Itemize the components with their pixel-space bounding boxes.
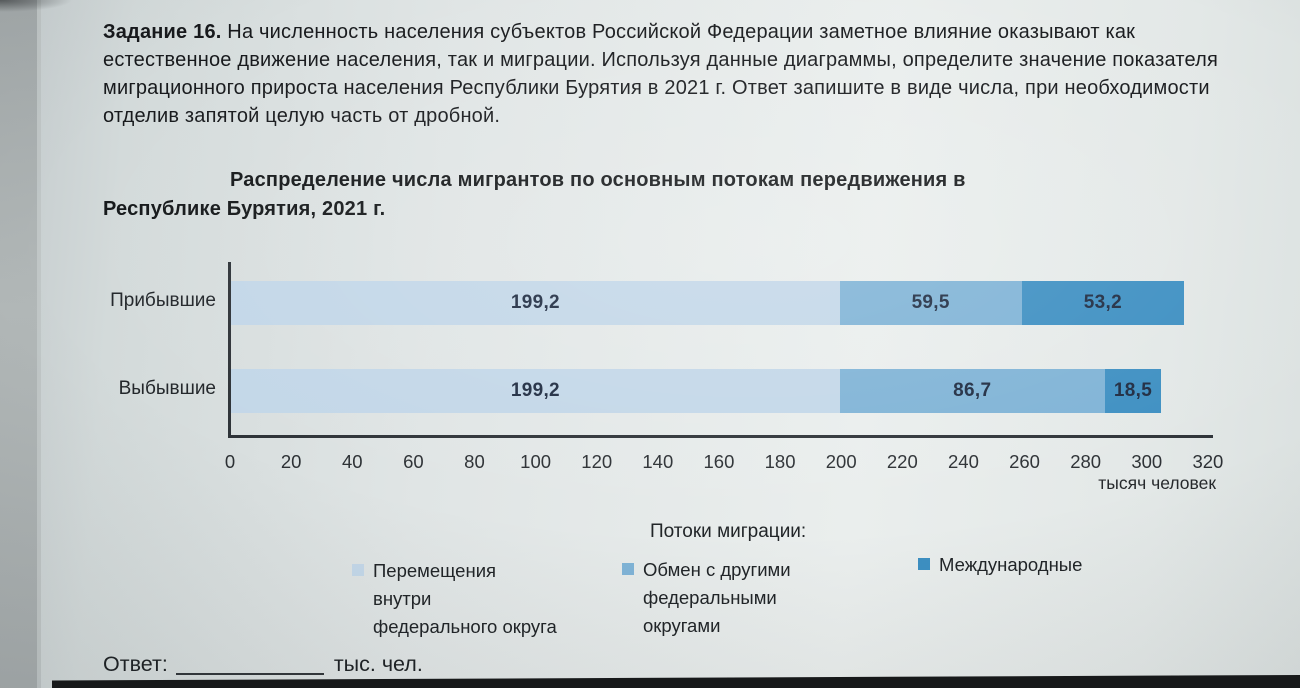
x-tick-label: 80 xyxy=(464,451,485,472)
x-tick-label: 260 xyxy=(1009,451,1040,472)
bar-segment: 18,5 xyxy=(1104,369,1162,413)
bar-segment: 199,2 xyxy=(231,281,840,325)
task-number: Задание 16. xyxy=(103,21,222,43)
x-tick-label: 300 xyxy=(1131,451,1163,472)
answer-unit: тыс. чел. xyxy=(333,652,423,676)
legend-swatch xyxy=(918,558,930,570)
chart-title: Распределение числа мигрантов по основны… xyxy=(103,166,966,224)
task-text: Задание 16. На численность населения суб… xyxy=(103,18,1231,130)
legend-title: Потоки миграции: xyxy=(650,521,807,542)
bar-value-label: 199,2 xyxy=(510,292,560,313)
bar-segment: 199,2 xyxy=(231,369,840,413)
legend-label: Перемещения внутри федерального округа xyxy=(373,560,557,637)
x-tick-label: 100 xyxy=(520,451,552,472)
screen-edge-left xyxy=(0,0,41,688)
x-tick-label: 160 xyxy=(703,451,735,472)
legend-swatch xyxy=(352,564,364,576)
category-label: Выбывшие xyxy=(118,378,216,399)
legend-label: Обмен с другими федеральными округами xyxy=(643,559,791,636)
x-tick-label: 120 xyxy=(581,451,613,472)
photo-corner-shadow xyxy=(0,0,120,16)
legend-item: Международные xyxy=(918,551,1103,579)
x-tick-label: 140 xyxy=(642,451,674,472)
bar-value-label: 53,2 xyxy=(1083,292,1122,313)
category-label: Прибывшие xyxy=(110,290,216,311)
bar-segment: 59,5 xyxy=(839,281,1022,325)
answer-blank[interactable] xyxy=(175,653,324,675)
x-tick-label: 280 xyxy=(1070,451,1102,472)
x-tick-label: 320 xyxy=(1192,451,1224,472)
bar-value-label: 199,2 xyxy=(510,380,560,401)
x-tick-label: 200 xyxy=(825,451,857,472)
x-tick-label: 0 xyxy=(224,451,236,472)
legend-swatch xyxy=(622,563,634,575)
x-tick-label: 20 xyxy=(280,451,302,472)
bar-value-label: 86,7 xyxy=(953,380,992,401)
task-body: На численность населения субъектов Росси… xyxy=(103,21,1219,127)
answer-row: Ответ: тыс. чел. xyxy=(103,652,423,677)
chart-title-line2: Республике Бурятия, 2021 г. xyxy=(103,198,386,220)
x-tick-label: 40 xyxy=(341,451,363,472)
x-tick-label: 240 xyxy=(948,451,979,472)
legend-item: Перемещения внутри федерального округа xyxy=(352,557,557,641)
x-axis-unit-label: тысяч человек xyxy=(1098,473,1216,493)
bar-segment: 53,2 xyxy=(1021,281,1185,325)
bar-segment: 86,7 xyxy=(839,369,1105,413)
x-tick-label: 180 xyxy=(764,451,796,472)
x-tick-label: 220 xyxy=(886,451,918,472)
legend-item: Обмен с другими федеральными округами xyxy=(622,556,857,640)
bar-value-label: 18,5 xyxy=(1113,380,1153,401)
x-axis-line xyxy=(228,435,1213,438)
answer-label: Ответ: xyxy=(103,652,168,676)
legend-label: Международные xyxy=(939,554,1083,575)
y-axis-line xyxy=(228,262,231,438)
x-tick-label: 60 xyxy=(403,451,424,472)
bar-value-label: 59,5 xyxy=(911,292,950,313)
chart-title-line1: Распределение числа мигрантов по основны… xyxy=(230,169,966,191)
